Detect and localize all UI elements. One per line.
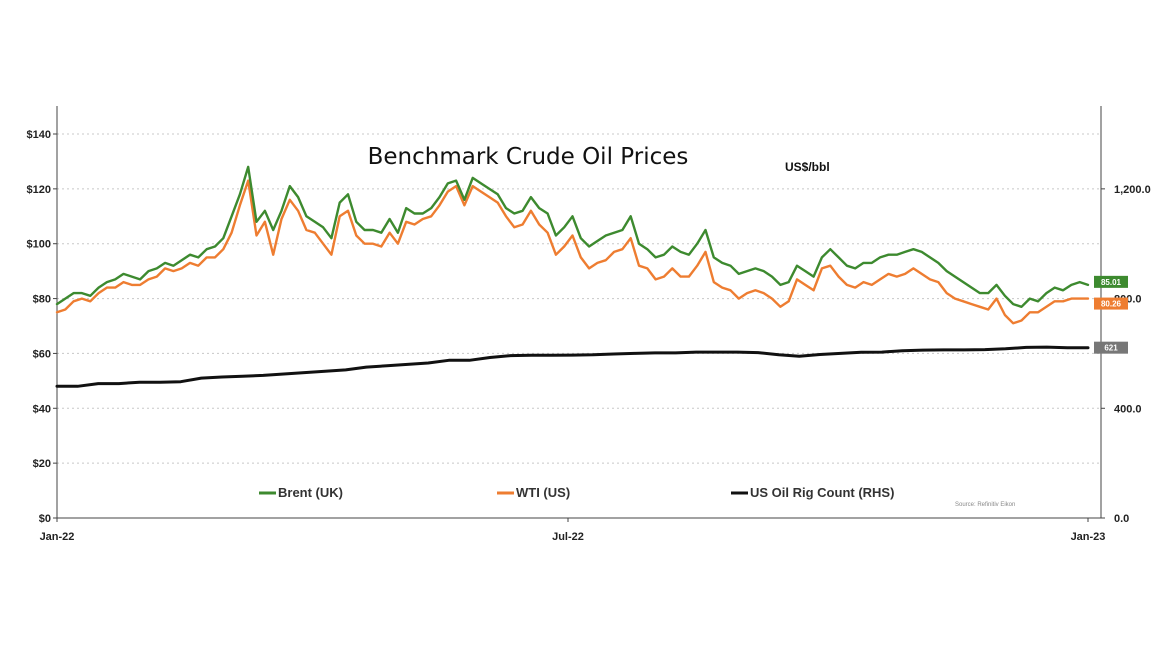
legend-label-wti: WTI (US) (516, 485, 570, 500)
series-line-wti (55, 179, 1090, 325)
right-tick-label: 400.0 (1114, 403, 1142, 415)
legend-label-brent: Brent (UK) (278, 485, 343, 500)
end-tag-value-rigs: 621 (1104, 344, 1118, 353)
left-tick-label: $140 (27, 129, 51, 141)
end-tag-box-rigs (1094, 341, 1128, 354)
end-value-tags: 85.01 80.26 621 (1094, 275, 1128, 354)
series-layer (55, 165, 1090, 388)
x-tick-label: Jan-22 (40, 531, 75, 543)
end-tag-brent: 85.01 (1094, 275, 1128, 288)
right-tick-label: 0.0 (1114, 513, 1129, 525)
left-tick-label: $120 (27, 184, 51, 196)
series-line-brent (55, 165, 1090, 308)
left-tick-label: $60 (33, 348, 51, 360)
legend: Brent (UK) WTI (US) US Oil Rig Count (RH… (259, 485, 894, 500)
source-note: Source: Refinitiv Eikon (955, 502, 1015, 508)
left-tick-label: $100 (27, 239, 51, 251)
x-tick-label: Jan-23 (1071, 531, 1106, 543)
x-axis-ticks: Jan-22 Jul-22 Jan-23 (40, 518, 1106, 543)
unit-label: US$/bbl (785, 160, 830, 174)
end-tag-rigs: 621 (1094, 341, 1128, 354)
right-tick-label: 1,200.0 (1114, 184, 1151, 196)
left-tick-label: $0 (39, 513, 51, 525)
chart-title: Benchmark Crude Oil Prices (368, 144, 689, 170)
end-tag-wti: 80.26 (1094, 297, 1128, 310)
left-tick-label: $20 (33, 458, 51, 470)
x-tick-label: Jul-22 (552, 531, 584, 543)
left-tick-label: $40 (33, 403, 51, 415)
left-axis-ticks: $0 $20 $40 $60 $80 $100 $120 $140 (27, 129, 57, 525)
series-line-rigs (55, 345, 1090, 388)
end-tag-box-wti (1094, 297, 1128, 310)
gridlines (57, 133, 1101, 464)
legend-label-rigs: US Oil Rig Count (RHS) (750, 485, 894, 500)
left-tick-label: $80 (33, 294, 51, 306)
end-tag-value-wti: 80.26 (1101, 300, 1122, 309)
end-tag-value-brent: 85.01 (1101, 278, 1122, 287)
end-tag-box-brent (1094, 275, 1128, 288)
